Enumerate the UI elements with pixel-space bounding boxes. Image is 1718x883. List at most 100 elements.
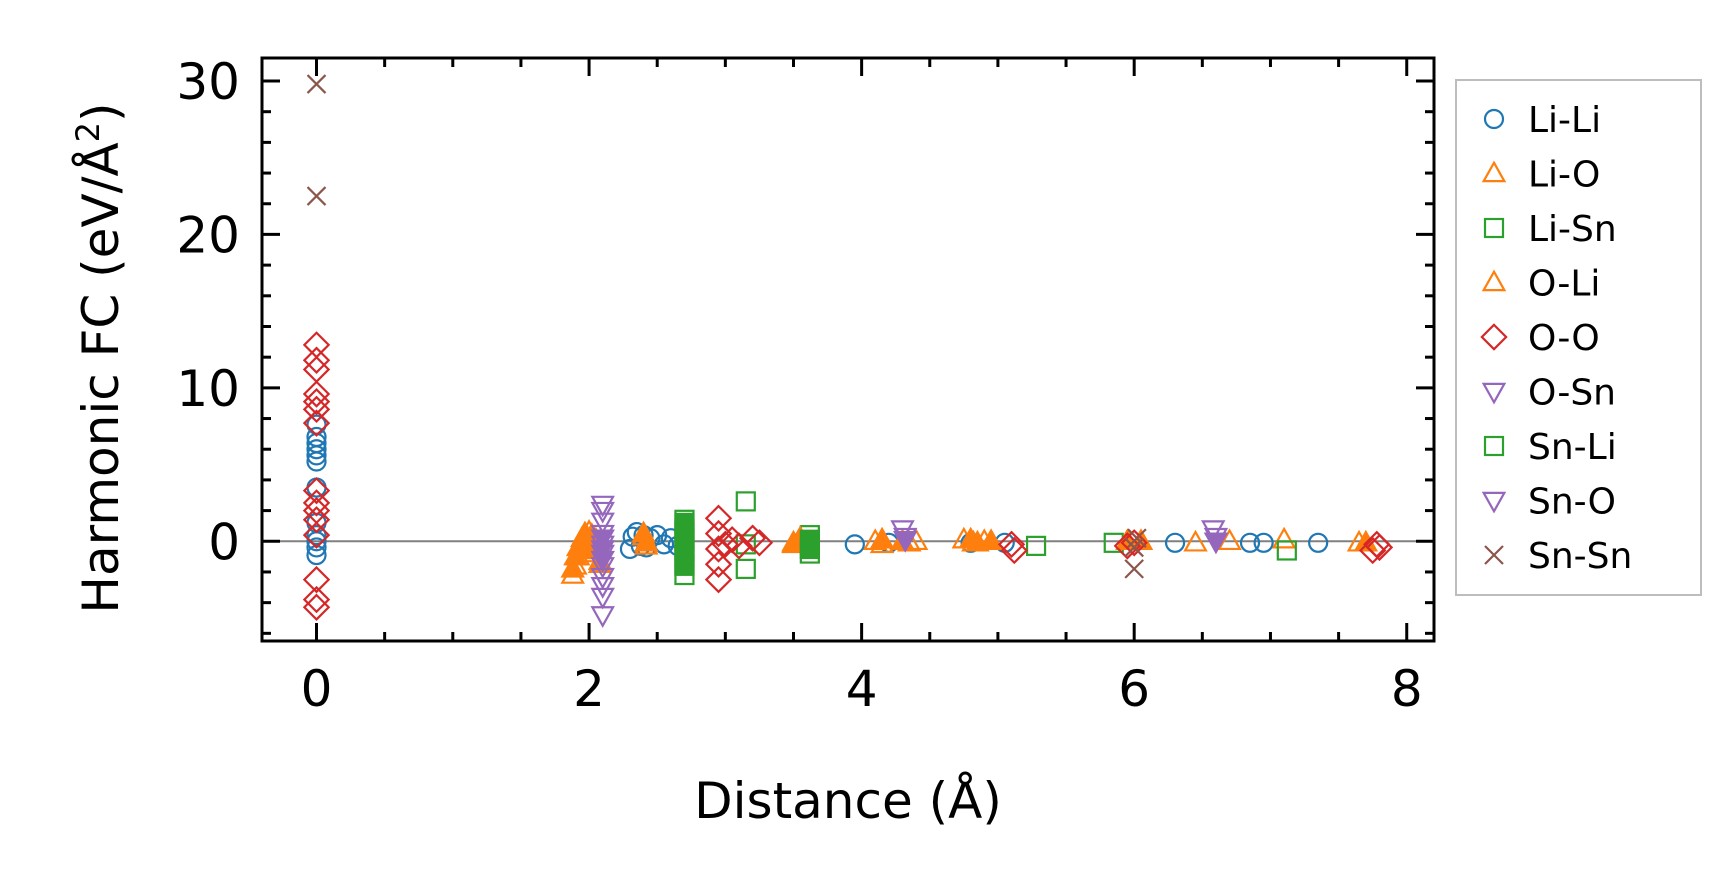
- legend-label: Sn-O: [1528, 482, 1616, 523]
- data-point: [302, 380, 331, 408]
- data-point: [704, 550, 733, 578]
- legend-label: Sn-Li: [1528, 427, 1617, 468]
- x-marker-stroke: [306, 74, 327, 94]
- y-tick-label: 0: [208, 513, 240, 571]
- data-point: [302, 346, 331, 374]
- legend-item: O-Sn: [1481, 373, 1616, 414]
- legend-label: O-O: [1528, 318, 1600, 359]
- data-point: [306, 74, 327, 94]
- legend-item: Li-Sn: [1483, 209, 1617, 250]
- data-point: [735, 491, 756, 512]
- x-marker-stroke: [306, 186, 327, 206]
- data-point: [560, 555, 585, 578]
- data-point: [1200, 520, 1226, 543]
- legend-marker: [1481, 269, 1507, 292]
- x-tick-label: 0: [301, 660, 333, 718]
- data-point: [745, 529, 774, 557]
- data-point: [306, 439, 327, 460]
- legend-label: Sn-Sn: [1528, 536, 1632, 577]
- data-point: [738, 524, 767, 552]
- data-point: [1253, 532, 1274, 553]
- data-point: [306, 537, 327, 558]
- data-points: [302, 74, 1394, 628]
- data-point: [634, 529, 659, 552]
- data-point: [306, 414, 327, 435]
- legend-label: Li-O: [1528, 155, 1600, 196]
- data-point: [1217, 528, 1242, 551]
- data-point: [302, 489, 331, 517]
- data-point: [1365, 533, 1394, 562]
- data-point: [1124, 559, 1144, 579]
- data-point: [302, 331, 331, 359]
- x-marker-stroke: [1124, 559, 1144, 579]
- data-point: [306, 426, 327, 448]
- x-marker-stroke: [1484, 545, 1504, 565]
- data-point: [306, 186, 327, 206]
- data-point: [302, 521, 331, 549]
- data-point: [302, 476, 331, 505]
- x-axis-label: Distance (Å): [694, 772, 1002, 830]
- legend-marker: [1483, 435, 1505, 457]
- legend-marker: [1481, 160, 1507, 183]
- data-point: [590, 501, 615, 524]
- legend-item: O-O: [1480, 318, 1600, 359]
- data-point: [704, 504, 733, 532]
- y-tick-label: 30: [176, 53, 240, 111]
- y-axis-label-close: ): [72, 102, 130, 122]
- x-tick-label: 2: [573, 660, 605, 718]
- data-point: [1183, 529, 1208, 552]
- data-point: [799, 529, 820, 550]
- series-sn-sn: [306, 74, 1147, 579]
- x-tick-label: 4: [846, 660, 878, 718]
- y-axis-label-main: Harmonic FC (eV/Å: [72, 142, 130, 613]
- y-tick-label: 20: [176, 206, 240, 264]
- series-sn-li: [674, 512, 820, 575]
- legend-item: Sn-O: [1481, 482, 1616, 523]
- data-point: [302, 409, 331, 437]
- legend-label: O-Sn: [1528, 373, 1616, 414]
- data-point: [1164, 532, 1186, 553]
- data-point: [1025, 535, 1047, 556]
- data-point: [1358, 536, 1387, 565]
- legend-marker: [1480, 323, 1508, 351]
- data-point: [1308, 532, 1329, 553]
- data-point: [893, 530, 918, 553]
- data-point: [590, 495, 615, 518]
- data-point: [590, 529, 615, 552]
- legend-marker: [1483, 217, 1505, 239]
- data-point: [306, 525, 327, 546]
- legend-item: Li-Li: [1483, 100, 1601, 141]
- data-point: [890, 520, 915, 543]
- y-axis-label: Harmonic FC (eV/Å2): [69, 102, 130, 613]
- legend-marker: [1481, 491, 1507, 514]
- legend-label: Li-Sn: [1528, 209, 1617, 250]
- data-point: [704, 565, 733, 594]
- legend-item: Li-O: [1481, 155, 1600, 196]
- axis-ticks: [262, 58, 1434, 641]
- x-tick-label: 8: [1391, 660, 1423, 718]
- data-point: [302, 585, 331, 614]
- tick-labels: 0 2 4 6 8 0 10 20 30: [176, 53, 1422, 718]
- legend: Li-Li Li-O Li-Sn O-Li O-O O-Sn Sn-Li Sn-O Sn-Sn: [1455, 79, 1702, 596]
- plot-frame: [260, 56, 1436, 643]
- data-point: [674, 512, 695, 533]
- data-point: [869, 526, 895, 549]
- legend-label: O-Li: [1528, 264, 1600, 305]
- data-point: [1113, 532, 1142, 560]
- y-axis-label-sup: 2: [69, 122, 107, 142]
- data-point: [302, 565, 331, 594]
- y-tick-label: 10: [176, 360, 240, 418]
- legend-item: O-Li: [1481, 264, 1600, 305]
- x-marker-stroke: [1127, 528, 1147, 548]
- data-point: [735, 558, 756, 579]
- data-point: [844, 534, 865, 555]
- data-point: [1127, 528, 1147, 548]
- series-o-o: [302, 331, 1394, 621]
- data-point: [704, 519, 733, 548]
- legend-marker: [1484, 545, 1504, 565]
- legend-label: Li-Li: [1528, 100, 1601, 141]
- data-point: [1000, 536, 1028, 565]
- legend-item: Sn-Sn: [1484, 536, 1632, 577]
- legend-marker: [1481, 382, 1507, 405]
